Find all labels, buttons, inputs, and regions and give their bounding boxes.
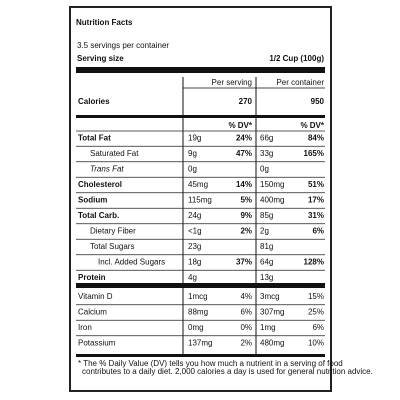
amount: 23g	[188, 242, 201, 251]
amount: 115mg	[188, 196, 212, 205]
daily-value: 24%	[236, 134, 252, 143]
daily-value: 0%	[240, 323, 252, 332]
daily-value: 6%	[312, 227, 324, 236]
daily-value: 5%	[240, 196, 252, 205]
daily-value: 6%	[312, 323, 324, 332]
amount: 2g	[260, 227, 269, 236]
calories-value: 950	[311, 97, 325, 106]
amount: 81g	[260, 242, 273, 251]
amount: 19g	[188, 134, 201, 143]
nutrient-name: Total Sugars	[90, 242, 134, 251]
daily-value: 10%	[308, 339, 324, 348]
dv-header: % DV*	[228, 121, 252, 130]
nutrient-name: Total Fat	[78, 134, 111, 143]
amount: 18g	[188, 258, 201, 267]
amount: 480mg	[260, 339, 284, 348]
daily-value: 25%	[308, 308, 324, 317]
calories-value: 270	[239, 97, 253, 106]
amount: 0mg	[188, 323, 204, 332]
amount: 0g	[188, 165, 197, 174]
footnote: contributes to a daily diet. 2,000 calor…	[82, 367, 373, 376]
amount: 307mg	[260, 308, 284, 317]
daily-value: 14%	[236, 180, 252, 189]
daily-value: 9%	[240, 211, 252, 220]
serving-size-value: 1/2 Cup (100g)	[269, 54, 324, 63]
amount: 1mg	[260, 323, 276, 332]
nutrient-name: Vitamin D	[78, 292, 113, 301]
amount: 4g	[188, 273, 197, 282]
amount: 3mcg	[260, 292, 280, 301]
daily-value: 2%	[240, 339, 252, 348]
amount: 0g	[260, 165, 269, 174]
serving-size-label: Serving size	[77, 54, 124, 63]
nutrient-name: Potassium	[78, 339, 116, 348]
nutrient-name: Dietary Fiber	[90, 227, 136, 236]
daily-value: 4%	[240, 292, 252, 301]
amount: 150mg	[260, 180, 284, 189]
amount: 33g	[260, 149, 273, 158]
daily-value: 128%	[304, 258, 324, 267]
amount: 24g	[188, 211, 201, 220]
daily-value: 47%	[236, 149, 252, 158]
daily-value: 15%	[308, 292, 324, 301]
nutrient-name: Sodium	[78, 196, 107, 205]
calories-label: Calories	[78, 97, 110, 106]
nutrient-name: Iron	[78, 323, 92, 332]
footnote: * The % Daily Value (DV) tells you how m…	[78, 359, 343, 368]
thick-rule	[76, 283, 325, 288]
amount: 9g	[188, 149, 197, 158]
nutrient-name: Trans Fat	[90, 165, 124, 174]
daily-value: 31%	[308, 211, 324, 220]
daily-value: 6%	[240, 308, 252, 317]
title: Nutrition Facts	[76, 18, 133, 27]
daily-value: 165%	[304, 149, 324, 158]
nutrient-name: Incl. Added Sugars	[98, 258, 165, 267]
daily-value: 17%	[308, 196, 324, 205]
thick-rule	[76, 67, 325, 73]
amount: 13g	[260, 273, 273, 282]
nutrient-name: Cholesterol	[78, 180, 122, 189]
daily-value: 2%	[240, 227, 252, 236]
amount: <1g	[188, 227, 202, 236]
nutrient-name: Saturated Fat	[90, 149, 139, 158]
amount: 45mg	[188, 180, 208, 189]
servings: 3.5 servings per container	[77, 41, 169, 50]
amount: 85g	[260, 211, 273, 220]
daily-value: 84%	[308, 134, 324, 143]
amount: 64g	[260, 258, 273, 267]
amount: 137mg	[188, 339, 212, 348]
amount: 1mcg	[188, 292, 208, 301]
nutrient-name: Calcium	[78, 308, 107, 317]
column-header: Per serving	[212, 78, 252, 87]
amount: 66g	[260, 134, 273, 143]
medium-rule	[76, 354, 325, 357]
nutrient-name: Protein	[78, 273, 106, 282]
amount: 88mg	[188, 308, 208, 317]
amount: 400mg	[260, 196, 284, 205]
dv-header: % DV*	[300, 121, 324, 130]
daily-value: 37%	[236, 258, 252, 267]
daily-value: 51%	[308, 180, 324, 189]
nutrient-name: Total Carb.	[78, 211, 119, 220]
medium-rule	[76, 115, 325, 118]
column-header: Per container	[276, 78, 324, 87]
